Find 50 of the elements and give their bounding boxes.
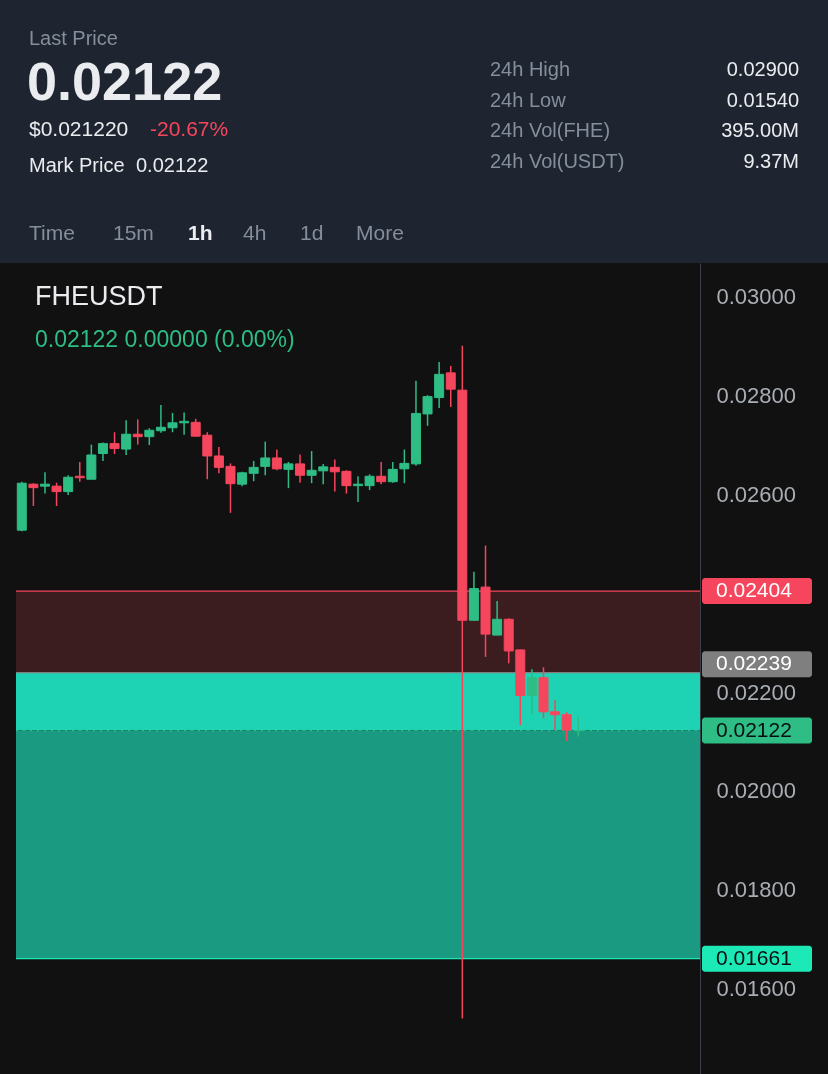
- candlestick: [109, 431, 120, 455]
- text: 0.02122: [136, 154, 209, 176]
- text: -20.67%: [150, 117, 229, 140]
- text: 0.02122: [27, 51, 223, 111]
- candlestick: [561, 711, 572, 742]
- text: $0.021220: [29, 117, 129, 140]
- y-tick-label: 0.02800: [716, 382, 797, 408]
- candlestick: [121, 419, 132, 456]
- text: More: [356, 221, 404, 244]
- ref-line-label: 0.02404: [716, 578, 793, 602]
- candlestick: [387, 461, 398, 484]
- candlestick: [63, 474, 74, 496]
- y-tick-label: 0.02200: [716, 679, 797, 705]
- text: Mark Price: [29, 154, 125, 176]
- candlestick: [492, 600, 503, 636]
- ref-line-label: 0.02122: [716, 717, 792, 741]
- text: Time: [29, 221, 75, 244]
- candlestick: [248, 460, 259, 482]
- ref-line-label: 0.02239: [716, 651, 792, 675]
- text: 24h High: [490, 58, 571, 80]
- candlestick: [260, 440, 271, 477]
- text: Last Price: [29, 27, 118, 49]
- text: 15m: [113, 221, 154, 244]
- candlestick: [39, 471, 50, 495]
- candlestick: [526, 668, 537, 716]
- text: 0.01540: [726, 89, 799, 111]
- y-tick-label: 0.01800: [716, 877, 797, 903]
- text: 395.00M: [721, 119, 799, 141]
- candlestick: [51, 481, 62, 507]
- candlestick: [283, 461, 294, 489]
- y-tick-label: 0.02000: [716, 778, 797, 804]
- candlestick: [445, 365, 456, 408]
- y-tick-label: 0.01600: [716, 976, 797, 1002]
- text: 4h: [243, 221, 267, 244]
- text: 24h Low: [490, 89, 567, 111]
- candlestick: [376, 461, 387, 485]
- y-tick-label: 0.02600: [716, 481, 797, 507]
- text: 24h Vol(USDT): [490, 150, 625, 172]
- text: FHEUSDT: [35, 281, 163, 311]
- text: 1d: [300, 221, 324, 244]
- text: 24h Vol(FHE): [490, 119, 611, 141]
- y-tick-label: 0.03000: [716, 283, 797, 309]
- text: 0.02900: [726, 58, 799, 80]
- text: 9.37M: [743, 150, 799, 172]
- candlestick: [28, 482, 39, 507]
- ref-line-label: 0.01661: [716, 945, 792, 969]
- text: 0.02122 0.00000 (0.00%): [35, 326, 295, 352]
- candlestick: [271, 448, 282, 472]
- candlestick: [295, 453, 306, 484]
- text: 1h: [188, 221, 213, 244]
